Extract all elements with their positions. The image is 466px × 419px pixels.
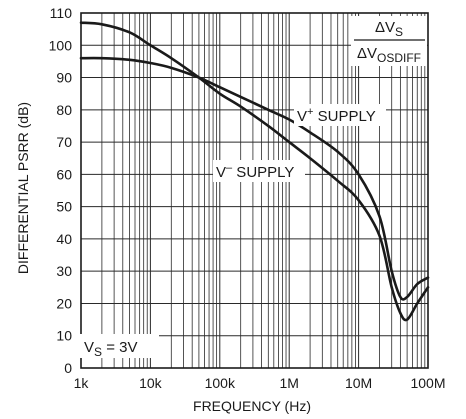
supply-voltage-label: VS = 3V	[84, 339, 137, 359]
y-tick-label: 0	[64, 360, 72, 376]
x-tick-label: 10M	[345, 375, 372, 391]
y-tick-label: 50	[56, 199, 72, 215]
ratio-annotation-background	[351, 16, 427, 66]
supply-annotation-background	[79, 334, 159, 358]
x-tick-label: 10k	[139, 375, 163, 391]
x-tick-label: 1k	[74, 375, 90, 391]
y-tick-label: 30	[56, 263, 72, 279]
series-curves	[79, 21, 430, 322]
series-label-vplus-text: V+ SUPPLY	[297, 106, 376, 125]
y-tick-label: 60	[56, 166, 72, 182]
grid-lines	[80, 12, 428, 369]
y-tick-labels: 0 10 20 30 40 50 60 70 80 90 100 110	[49, 5, 73, 376]
series-line-vplus	[79, 56, 430, 301]
series-label-vplus-background	[294, 104, 386, 126]
x-tick-label: 100M	[410, 375, 445, 391]
series-label-vplus: V+ SUPPLY	[294, 104, 386, 126]
x-tick-label: 100k	[205, 375, 236, 391]
ratio-annotation: ΔVS ΔVOSDIFF	[351, 16, 427, 66]
y-tick-label: 10	[56, 328, 72, 344]
x-tick-labels: 1k 10k 100k 1M 10M 100M	[74, 375, 446, 391]
y-tick-label: 40	[56, 231, 72, 247]
y-tick-label: 80	[56, 102, 72, 118]
y-tick-label: 70	[56, 134, 72, 150]
series-line-vminus	[79, 21, 430, 322]
y-axis-label: DIFFERENTIAL PSRR (dB)	[15, 102, 31, 274]
x-tick-label: 1M	[279, 375, 298, 391]
ratio-denominator: ΔVOSDIFF	[357, 45, 421, 65]
y-tick-label: 110	[50, 5, 73, 21]
x-axis-label: FREQUENCY (Hz)	[193, 398, 311, 414]
y-tick-label: 20	[56, 295, 72, 311]
series-label-vminus-text: V– SUPPLY	[216, 162, 294, 181]
ratio-numerator: ΔVS	[375, 19, 403, 39]
y-tick-label: 100	[49, 37, 73, 53]
y-tick-label: 90	[56, 70, 72, 86]
series-label-vminus-background	[213, 160, 305, 182]
series-label-vminus: V– SUPPLY	[213, 160, 305, 182]
plot-frame	[80, 12, 429, 369]
supply-annotation: VS = 3V	[79, 334, 159, 359]
